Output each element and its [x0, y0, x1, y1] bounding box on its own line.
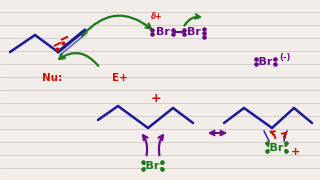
FancyArrowPatch shape [184, 14, 200, 26]
Text: :Br:: :Br: [141, 161, 164, 171]
Text: Br: Br [156, 27, 170, 37]
Text: E+: E+ [112, 73, 128, 83]
FancyArrowPatch shape [82, 16, 151, 36]
Text: (-): (-) [279, 53, 291, 62]
FancyArrowPatch shape [59, 53, 98, 66]
Text: Br: Br [187, 27, 201, 37]
Text: :Br:: :Br: [266, 143, 288, 153]
Text: δ+: δ+ [151, 12, 163, 21]
FancyArrowPatch shape [158, 135, 163, 155]
Text: +: + [290, 147, 300, 157]
Text: +: + [151, 91, 161, 105]
Text: Nu:: Nu: [42, 73, 62, 83]
FancyArrowPatch shape [282, 133, 286, 138]
Text: :Br:: :Br: [255, 57, 277, 67]
FancyArrowPatch shape [271, 131, 276, 138]
FancyArrowPatch shape [143, 135, 148, 155]
